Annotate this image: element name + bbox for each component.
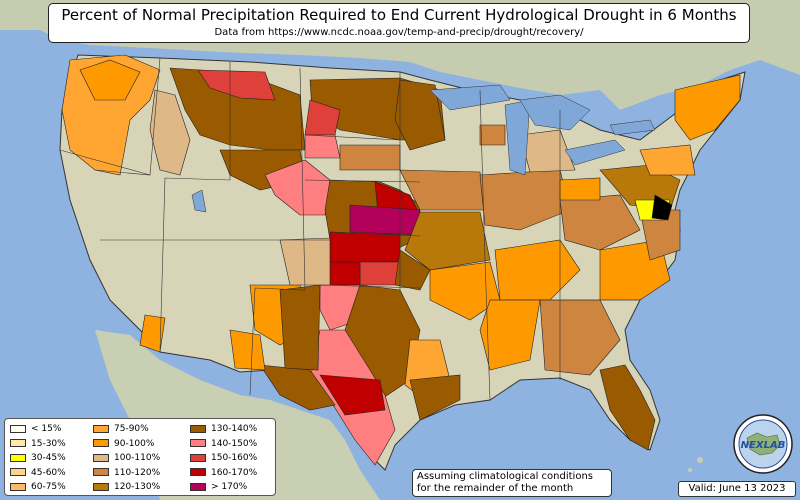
- islands: [688, 457, 703, 472]
- drought-regions: [61, 54, 741, 466]
- legend-item: 30-45%: [10, 452, 66, 464]
- great-lakes: [191, 84, 656, 213]
- title-box: Percent of Normal Precipitation Required…: [48, 3, 750, 43]
- legend-swatch: [190, 424, 206, 433]
- legend-swatch: [190, 468, 206, 476]
- legend-label: 120-130%: [114, 482, 161, 492]
- legend-swatch: [190, 439, 206, 447]
- legend-item: < 15%: [10, 423, 61, 435]
- legend-item: 100-110%: [93, 452, 160, 464]
- legend-item: 75-90%: [93, 423, 149, 435]
- legend-swatch: [10, 468, 26, 476]
- legend-label: 160-170%: [211, 467, 258, 478]
- legend-swatch: [93, 482, 109, 491]
- legend-label: 15-30%: [31, 438, 66, 449]
- legend-swatch: [10, 453, 26, 462]
- nexlab-logo: NEXLAB: [733, 414, 793, 474]
- legend-label: 45-60%: [31, 467, 66, 478]
- legend-item: 60-75%: [10, 481, 66, 493]
- legend-item: 90-100%: [93, 438, 154, 450]
- assumption-line-1: Assuming climatological conditions: [417, 471, 593, 482]
- legend-swatch: [93, 439, 109, 447]
- legend-label: 75-90%: [114, 424, 149, 434]
- legend-label: 90-100%: [114, 438, 155, 449]
- legend: < 15% 15-30% 30-45% 45-60% 60-75% 75-90% 90-10…: [4, 418, 276, 496]
- state-borders: [59, 57, 640, 401]
- legend-label: 130-140%: [211, 424, 258, 434]
- legend-item: > 170%: [190, 481, 247, 493]
- legend-swatch: [10, 439, 26, 447]
- legend-label: 60-75%: [31, 482, 66, 492]
- legend-label: 140-150%: [211, 438, 258, 449]
- legend-swatch: [93, 453, 109, 462]
- legend-item: 110-120%: [93, 467, 160, 479]
- legend-item: 140-150%: [190, 438, 257, 450]
- legend-swatch: [93, 424, 109, 433]
- legend-item: 120-130%: [93, 481, 160, 493]
- map-subtitle: Data from https://www.ncdc.noaa.gov/temp…: [214, 27, 584, 38]
- legend-swatch: [10, 482, 26, 491]
- assumption-note: Assuming climatological conditions for t…: [412, 469, 612, 497]
- legend-label: 100-110%: [114, 453, 161, 463]
- legend-label: 30-45%: [31, 453, 66, 463]
- legend-label: 150-160%: [211, 453, 258, 463]
- legend-item: 150-160%: [190, 452, 257, 464]
- assumption-line-2: for the remainder of the month: [417, 483, 574, 494]
- legend-swatch: [190, 453, 206, 462]
- map-title: Percent of Normal Precipitation Required…: [61, 6, 737, 24]
- legend-item: 160-170%: [190, 467, 257, 479]
- legend-swatch: [190, 482, 206, 491]
- legend-swatch: [10, 424, 26, 433]
- legend-label: 110-120%: [114, 467, 161, 478]
- legend-label: < 15%: [31, 424, 62, 434]
- legend-item: 130-140%: [190, 423, 257, 435]
- svg-text:NEXLAB: NEXLAB: [741, 440, 786, 451]
- legend-swatch: [93, 468, 109, 476]
- legend-item: 45-60%: [10, 467, 66, 479]
- legend-item: 15-30%: [10, 438, 66, 450]
- valid-date: Valid: June 13 2023: [678, 481, 796, 497]
- legend-label: > 170%: [211, 482, 248, 492]
